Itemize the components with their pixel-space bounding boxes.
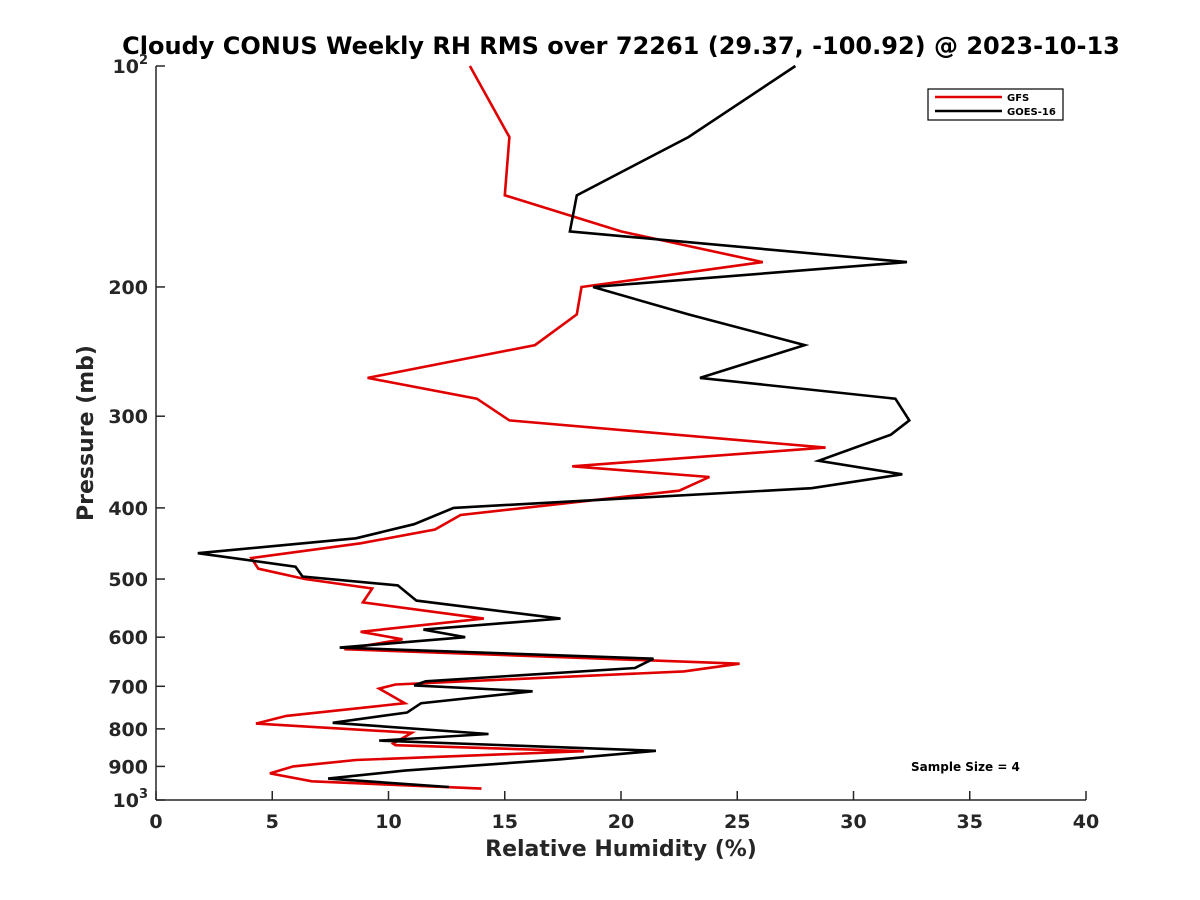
x-tick-label: 35: [957, 811, 983, 833]
x-axis-label: Relative Humidity (%): [485, 837, 757, 862]
legend-label-goes16: GOES-16: [1007, 107, 1056, 118]
y-axis-label: Pressure (mb): [74, 345, 99, 521]
x-tick-label: 10: [375, 811, 401, 833]
legend: GFS GOES-16: [927, 88, 1064, 121]
x-tick-label: 15: [492, 811, 518, 833]
y-tick-label: 200: [108, 277, 148, 299]
x-tick-label: 30: [840, 811, 866, 833]
x-tick-label: 0: [149, 811, 162, 833]
y-tick-label: 300: [108, 406, 148, 428]
x-ticks: 0 5 10 15 20 25 30 35 40: [149, 791, 1099, 833]
y-tick-label: 400: [108, 498, 148, 520]
sample-size-annotation: Sample Size = 4: [911, 760, 1020, 774]
y-tick-label: 600: [108, 627, 148, 649]
legend-label-gfs: GFS: [1007, 93, 1029, 104]
x-tick-label: 5: [266, 811, 279, 833]
y-tick-label: 102: [113, 53, 149, 78]
y-tick-label: 103: [113, 787, 149, 812]
legend-box: [927, 88, 1064, 121]
series-line-gfs: [249, 65, 826, 790]
y-tick-label: 700: [108, 676, 148, 698]
plot-area: [197, 64, 912, 790]
y-tick-label: 800: [108, 719, 148, 741]
y-ticks: 102 200 300 400 500 600 700 800 900 103: [108, 53, 165, 812]
x-tick-label: 25: [724, 811, 750, 833]
x-tick-label: 20: [608, 811, 634, 833]
series-line-goes16: [197, 64, 912, 789]
y-tick-label: 500: [108, 569, 148, 591]
y-tick-label: 900: [108, 756, 148, 778]
chart-title: Cloudy CONUS Weekly RH RMS over 72261 (2…: [122, 32, 1120, 60]
x-tick-label: 40: [1073, 811, 1099, 833]
